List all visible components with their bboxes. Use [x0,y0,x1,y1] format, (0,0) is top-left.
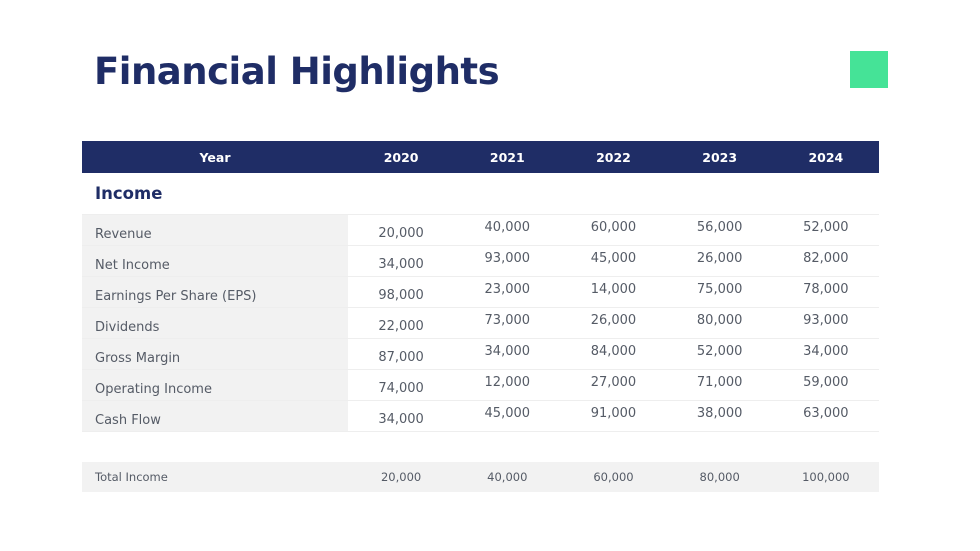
header-2023: 2023 [702,149,738,165]
total-value: 60,000 [593,470,634,484]
row-value: 93,000 [803,313,849,328]
row-value: 71,000 [696,375,743,390]
row-value: 45,000 [484,406,531,421]
row-value: 91,000 [590,406,637,421]
total-value: 80,000 [699,470,740,484]
total-value: 20,000 [380,470,422,484]
row-value: 34,000 [484,344,531,359]
row-value: 82,000 [803,251,849,266]
row-value: 52,000 [803,220,849,235]
row-value: 26,000 [696,251,743,266]
row-label: Dividends [82,308,348,338]
row-value: 20,000 [378,226,424,241]
row-value: 63,000 [803,406,849,421]
row-value: 34,000 [803,344,849,359]
row-value: 59,000 [803,375,849,390]
row-label: Gross Margin [82,339,348,369]
row-label: Operating Income [82,370,348,400]
row-value: 93,000 [484,251,531,266]
row-value: 12,000 [484,375,531,390]
header-year: Year [199,149,231,165]
row-value: 80,000 [696,313,743,328]
section-title-income: Income [95,184,163,203]
row-label: Cash Flow [82,401,348,431]
total-value: 40,000 [487,470,528,484]
table-row: Net Income 34,000 93,000 45,000 26,000 82,000 [82,245,879,276]
row-value: 45,000 [590,251,637,266]
row-value: 84,000 [590,344,637,359]
row-value: 14,000 [590,282,637,297]
table-row: Gross Margin 87,000 34,000 84,000 52,000 34,0… [82,338,879,369]
header-2021: 2021 [489,149,525,165]
header-2024: 2024 [808,149,844,165]
row-value: 75,000 [696,282,743,297]
row-value: 34,000 [378,412,424,427]
table-row: Revenue 20,000 40,000 60,000 56,000 52,000 [82,214,879,245]
row-value: 98,000 [378,288,424,303]
row-label: Revenue [82,215,348,245]
table-divider [82,431,879,432]
row-value: 52,000 [696,344,743,359]
row-value: 26,000 [590,313,637,328]
financial-table: Year 2020 2021 2022 2023 2024 Income Rev… [82,141,879,492]
page-title: Financial Highlights [94,50,500,93]
total-label: Total Income [95,470,168,484]
table-header: Year 2020 2021 2022 2023 2024 [82,141,879,173]
row-value: 40,000 [484,220,531,235]
total-row: Total Income 20,000 40,000 60,000 80,000… [82,462,879,492]
row-value: 34,000 [378,257,424,272]
total-value: 100,000 [802,470,850,484]
row-value: 73,000 [484,313,531,328]
row-value: 74,000 [378,381,424,396]
row-value: 56,000 [696,220,743,235]
row-label: Net Income [82,246,348,276]
row-label: Earnings Per Share (EPS) [82,277,348,307]
row-value: 60,000 [590,220,637,235]
header-2020: 2020 [383,149,419,165]
row-value: 87,000 [378,350,424,365]
row-value: 38,000 [696,406,743,421]
header-2022: 2022 [596,149,631,165]
table-row: Cash Flow 34,000 45,000 91,000 38,000 63,000 [82,400,879,431]
accent-square [850,51,888,88]
row-value: 27,000 [590,375,637,390]
table-row: Dividends 22,000 73,000 26,000 80,000 93,000 [82,307,879,338]
table-row: Operating Income 74,000 12,000 27,000 71,000… [82,369,879,400]
table-row: Earnings Per Share (EPS) 98,000 23,000 14,0… [82,276,879,307]
row-value: 22,000 [378,319,424,334]
row-value: 78,000 [803,282,849,297]
row-value: 23,000 [484,282,531,297]
